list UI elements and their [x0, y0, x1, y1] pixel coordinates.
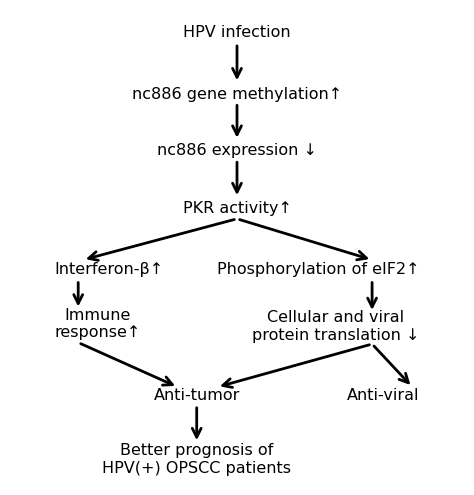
Text: PKR activity↑: PKR activity↑ — [182, 201, 292, 216]
Text: Anti-viral: Anti-viral — [347, 389, 419, 403]
Text: Immune
response↑: Immune response↑ — [55, 308, 141, 341]
Text: nc886 gene methylation↑: nc886 gene methylation↑ — [132, 87, 342, 101]
Text: Anti-tumor: Anti-tumor — [154, 389, 240, 403]
Text: nc886 expression ↓: nc886 expression ↓ — [157, 144, 317, 158]
Text: Better prognosis of
HPV(+) OPSCC patients: Better prognosis of HPV(+) OPSCC patient… — [102, 443, 291, 476]
Text: Phosphorylation of eIF2↑: Phosphorylation of eIF2↑ — [217, 262, 419, 277]
Text: Cellular and viral
protein translation ↓: Cellular and viral protein translation ↓ — [252, 310, 419, 343]
Text: HPV infection: HPV infection — [183, 25, 291, 40]
Text: Interferon-β↑: Interferon-β↑ — [55, 262, 164, 277]
